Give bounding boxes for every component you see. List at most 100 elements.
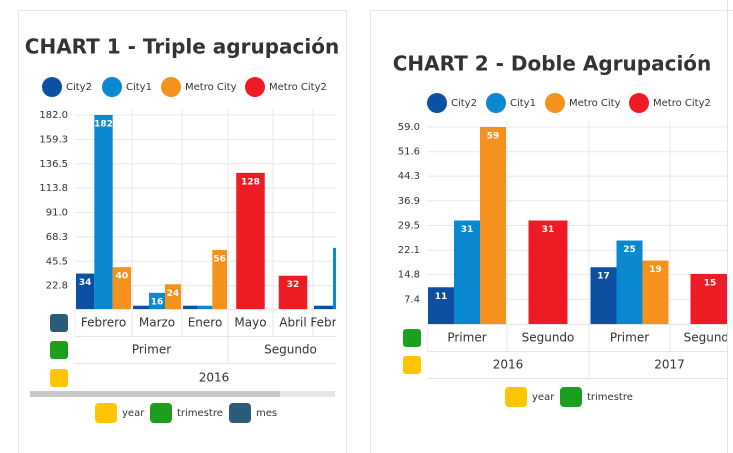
group-label: Primer: [132, 343, 171, 357]
category-cell: [669, 324, 727, 352]
level-legend-marker: [560, 387, 582, 407]
legend-marker: [427, 93, 447, 113]
legend-marker: [161, 77, 181, 97]
bar: [480, 127, 506, 324]
level-legend-label: mes: [256, 408, 277, 419]
chart-title: CHART 2 - Doble Agrupación: [393, 52, 712, 76]
group-label: 2016: [493, 358, 524, 372]
legend-marker: [486, 93, 506, 113]
x-tick-label: Primer: [610, 331, 649, 345]
x-tick-label: Segundo: [522, 331, 575, 345]
y-tick-label: 7.4: [404, 294, 420, 305]
data-label: 11: [435, 292, 448, 302]
legend-marker: [102, 77, 122, 97]
data-label: 15: [704, 278, 717, 288]
group-label: Segundo: [264, 343, 317, 357]
legend-label: Metro City: [185, 82, 237, 93]
level-legend-marker: [95, 403, 117, 423]
bar: [165, 284, 181, 310]
data-label: 59: [487, 132, 500, 142]
data-label: 128: [241, 177, 260, 187]
bar: [528, 220, 568, 324]
y-tick-label: 22.1: [398, 245, 420, 256]
bar: [212, 250, 227, 310]
y-tick-label: 44.3: [398, 171, 420, 182]
x-tick-label: Marzo: [139, 316, 175, 330]
level-marker: [50, 341, 68, 359]
level-legend-label: trimestre: [177, 408, 223, 419]
data-label: 32: [287, 280, 300, 290]
y-tick-label: 36.9: [398, 196, 420, 207]
level-marker: [403, 329, 421, 347]
y-tick-label: 14.8: [398, 270, 420, 281]
legend-label: City1: [510, 98, 536, 109]
bar: [197, 305, 213, 310]
level-legend-marker: [150, 403, 172, 423]
x-tick-label: Abril: [279, 316, 306, 330]
bar: [314, 305, 333, 310]
bar: [333, 247, 336, 310]
legend-label: Metro City2: [653, 98, 711, 109]
data-label: 31: [461, 225, 474, 235]
data-label: 31: [542, 225, 555, 235]
chart-title: CHART 1 - Triple agrupación: [25, 35, 339, 59]
y-tick-label: 22.8: [46, 281, 68, 292]
level-legend-marker: [229, 403, 251, 423]
y-tick-label: 182.0: [39, 110, 68, 121]
scrollbar-thumb: [30, 391, 280, 397]
level-marker: [50, 369, 68, 387]
x-tick-label: Febrero: [81, 316, 126, 330]
bar: [236, 172, 265, 310]
bar: [690, 273, 727, 324]
data-label: 24: [167, 289, 180, 299]
data-label: 19: [649, 265, 662, 275]
legend-label: Metro City2: [269, 82, 327, 93]
bar: [94, 115, 113, 310]
plot: 11 31 59 Primer 31 Segundo 17 25 19 Primer 15 Segun…: [427, 121, 733, 379]
y-tick-label: 29.5: [398, 221, 420, 232]
group-label: 2016: [199, 371, 230, 385]
level-marker: [50, 314, 68, 332]
level-legend-marker: [505, 387, 527, 407]
level-legend-label: year: [122, 408, 145, 419]
y-tick-label: 45.5: [46, 256, 68, 267]
category-cell: [181, 309, 229, 337]
category-cell: [272, 309, 314, 337]
y-tick-label: 51.6: [398, 147, 420, 158]
x-tick-label: Mayo: [234, 316, 266, 330]
category-cell: [312, 309, 336, 337]
data-label: 40: [116, 272, 129, 282]
y-tick-label: 91.0: [46, 208, 68, 219]
level-marker: [403, 356, 421, 374]
x-tick-label: Segundo: [684, 331, 733, 345]
bar: [428, 287, 454, 324]
x-tick-label: Primer: [447, 331, 486, 345]
bar: [590, 267, 617, 324]
bar: [454, 220, 480, 324]
data-label: 56: [213, 255, 226, 265]
y-tick-label: 113.8: [39, 183, 68, 194]
level-legend-label: year: [532, 392, 555, 403]
category-cell: [588, 324, 671, 352]
data-label: 182: [94, 120, 113, 130]
legend-marker: [245, 77, 265, 97]
data-label: 17: [597, 272, 610, 282]
legend-label: City2: [66, 82, 92, 93]
legend-marker: [629, 93, 649, 113]
chart: CHART 2 - Doble Agrupación City2 City1 Metr…: [393, 52, 733, 407]
category-cell: [427, 324, 508, 352]
data-label: 16: [151, 297, 164, 307]
y-tick-label: 68.3: [46, 232, 68, 243]
x-tick-label: Febrero: [310, 316, 355, 330]
bar: [149, 292, 165, 310]
legend-label: Metro City: [569, 98, 621, 109]
bar: [183, 305, 198, 310]
group-label: 2017: [654, 358, 685, 372]
data-label: 25: [623, 245, 636, 255]
x-tick-label: Enero: [188, 316, 223, 330]
legend-marker: [42, 77, 62, 97]
level-legend-label: trimestre: [587, 392, 633, 403]
bar: [278, 275, 308, 310]
